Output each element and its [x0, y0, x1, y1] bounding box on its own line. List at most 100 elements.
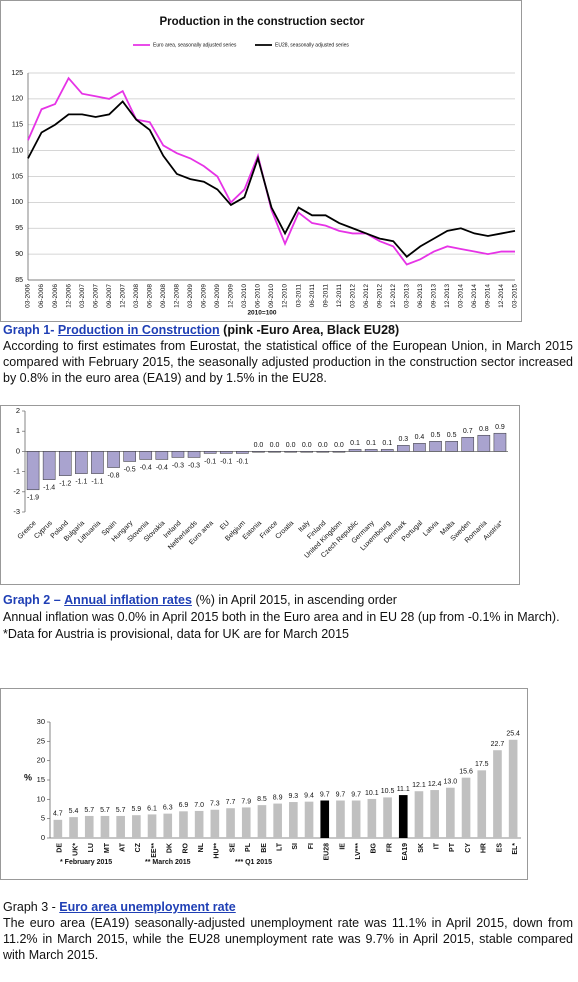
value-label: 7.7: [226, 799, 236, 806]
x-tick-label: 12-2011: [336, 284, 343, 308]
bar: [332, 451, 346, 453]
value-label: 9.7: [320, 791, 330, 798]
x-tick-label: IE: [339, 843, 346, 850]
value-label: 7.3: [210, 801, 220, 808]
x-tick-label: 12-2013: [444, 284, 451, 308]
value-label: 5.7: [116, 807, 126, 814]
caption-link[interactable]: Annual inflation rates: [64, 593, 192, 607]
bar: [268, 451, 281, 453]
x-tick-label: 03-2015: [512, 284, 519, 308]
bar: [210, 809, 220, 838]
x-tick-label: FR: [386, 843, 393, 852]
unemployment-chart: % 0 5 10 15 20 25 30 4.7 DE 5.4 UK* 5.7 LU 5.7 MT 5.7 AT…: [0, 688, 528, 880]
x-tick-label: 03-2014: [458, 284, 465, 308]
footnote: ** March 2015: [145, 859, 191, 866]
caption-label: Graph 1-: [3, 323, 55, 337]
x-tick-label: 09-2008: [160, 284, 167, 308]
y-tick-label: 2: [16, 406, 20, 415]
y-tick-label: 25: [37, 736, 45, 745]
value-label: 0.1: [382, 440, 392, 447]
value-label: 0.0: [254, 442, 264, 449]
bar: [252, 451, 265, 453]
x-tick-label: 12-2010: [282, 284, 289, 308]
x-tick-label: EE**: [151, 843, 158, 858]
value-label: 0.0: [334, 442, 344, 449]
bar: [26, 451, 40, 491]
x-tick-label: 09-2013: [431, 284, 438, 308]
x-tick-label: LT: [276, 842, 283, 851]
caption-block: Graph 1- Production in Construction (pin…: [3, 322, 573, 386]
value-label: 9.7: [336, 791, 346, 798]
x-tick-label: 09-2012: [376, 284, 383, 308]
inflation-chart: -3-2-1012-1.9Greece-1.4Cyprus-1.2Poland-…: [0, 405, 520, 585]
y-tick-label: 100: [11, 199, 23, 206]
x-tick-label: RO: [182, 842, 189, 853]
x-tick-label: 06-2006: [38, 284, 45, 308]
x-tick-label: 12-2012: [390, 284, 397, 308]
series-line: [27, 100, 516, 258]
y-tick-label: 5: [41, 814, 45, 823]
value-label: 5.4: [69, 808, 79, 815]
value-label: -1.4: [43, 485, 55, 492]
value-label: 6.3: [163, 804, 173, 811]
x-tick-label: 09-2009: [214, 284, 221, 308]
y-tick-label: 10: [37, 794, 45, 803]
value-label: 9.7: [351, 791, 361, 798]
footnote: * February 2015: [60, 859, 112, 866]
x-tick-label: SE: [229, 843, 236, 853]
value-label: -1.1: [75, 478, 87, 485]
value-label: -0.3: [172, 462, 184, 469]
x-tick-label: IT: [433, 842, 440, 849]
bar: [316, 451, 330, 453]
bar: [446, 787, 455, 838]
value-label: 5.7: [100, 807, 110, 814]
value-label: -0.1: [220, 458, 232, 465]
construction-chart: Production in the construction sector 20…: [0, 0, 522, 322]
x-tick-label: BG: [371, 842, 378, 853]
value-label: -0.4: [156, 464, 168, 471]
caption-link[interactable]: Euro area unemployment rate: [59, 900, 236, 914]
y-tick-label: 15: [37, 775, 45, 784]
y-tick-label: -3: [13, 507, 20, 516]
footnote: *** Q1 2015: [235, 859, 272, 866]
bar: [380, 449, 394, 452]
value-label: 7.0: [194, 802, 204, 809]
bar: [445, 441, 458, 452]
value-label: 0.9: [495, 424, 505, 431]
bar: [398, 795, 408, 838]
y-tick-label: 90: [15, 251, 23, 258]
value-label: 0.5: [431, 432, 441, 439]
bar: [289, 802, 298, 838]
bar: [116, 815, 125, 838]
value-label: -0.5: [124, 466, 136, 473]
bar: [477, 770, 487, 838]
bar: [58, 451, 72, 476]
bar: [493, 432, 507, 452]
value-label: 25.4: [506, 731, 520, 738]
x-tick-label: 06-2011: [309, 284, 316, 308]
x-tick-label: 12-2007: [119, 284, 126, 308]
value-label: 12.1: [412, 782, 426, 789]
caption-note: (pink -Euro Area, Black EU28): [223, 323, 400, 337]
caption: Graph 1- Production in Construction (pin…: [3, 322, 573, 338]
y-tick-label: 95: [15, 225, 23, 232]
bar: [336, 800, 345, 838]
y-tick-label: 110: [12, 147, 23, 154]
bar: [284, 451, 297, 453]
caption-link[interactable]: Production in Construction: [57, 323, 220, 337]
x-tick-label: 03-2010: [241, 284, 248, 308]
y-tick-label: 125: [11, 70, 23, 77]
bar: [123, 451, 136, 462]
value-label: 0.0: [318, 442, 328, 449]
bar: [226, 808, 235, 838]
x-tick-label: LU: [88, 843, 95, 852]
bar: [257, 805, 267, 838]
value-label: 10.5: [381, 788, 395, 795]
y-tick-label: 20: [37, 756, 45, 765]
value-label: 22.7: [491, 741, 505, 748]
x-tick-label: 03-2009: [187, 284, 194, 308]
bar: [429, 441, 442, 452]
value-label: 11.1: [397, 786, 410, 793]
value-label: 0.7: [463, 428, 473, 435]
bar: [147, 814, 157, 838]
